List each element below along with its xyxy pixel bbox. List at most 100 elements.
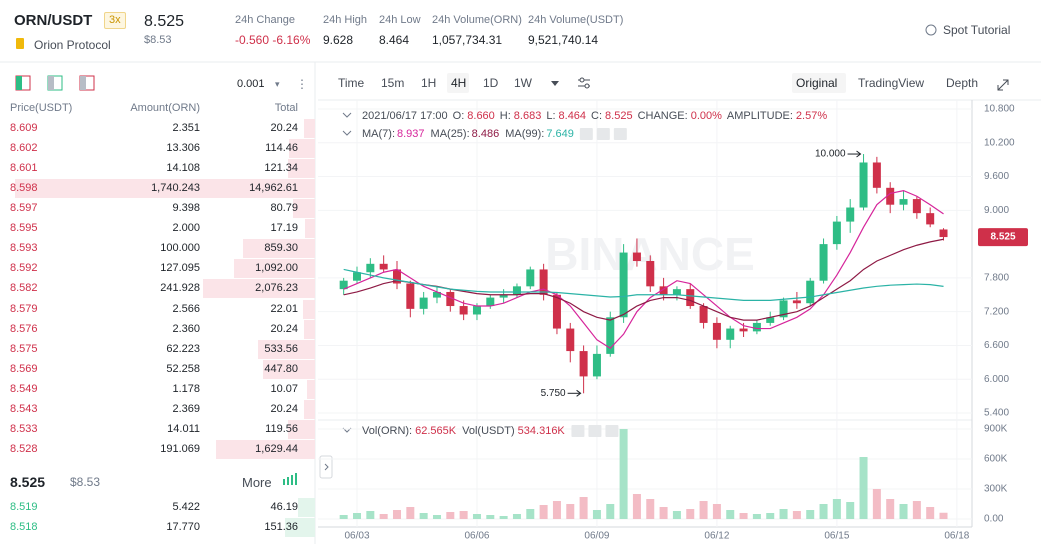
depth-icon [283,473,297,485]
interval-button[interactable]: 1W [514,76,533,90]
view-button[interactable]: Depth [946,76,978,90]
volume-bar [512,514,521,519]
volume-bar [712,504,721,519]
order-price[interactable]: 8.575 [10,342,38,355]
close-icon[interactable] [613,128,627,140]
candle-body [526,269,535,287]
order-amount: 17.770 [166,521,200,534]
layout-icons[interactable] [15,75,95,91]
order-total: 151.36 [264,521,298,534]
y-tick-label: 6.600 [984,340,1009,351]
order-price[interactable]: 8.595 [10,222,38,235]
order-price[interactable]: 8.519 [10,501,38,513]
ma-legend-name: MA(99): [505,128,544,140]
dropdown-icon[interactable] [551,81,559,86]
order-amount: 191.069 [160,442,200,455]
stat-value: 8.464 [379,33,410,47]
depth-bar [263,359,315,379]
legend: 2021/06/17 17:00 O: 8.660 H: 8.683 L: 8.464 C: 8… [362,110,827,122]
order-total: 46.19 [270,501,298,513]
order-price[interactable]: 8.582 [10,282,38,295]
y-tick-label: 7.800 [984,273,1009,284]
order-price[interactable]: 8.579 [10,302,38,315]
expand-button[interactable] [319,455,333,479]
order-price[interactable]: 8.569 [10,362,38,375]
legend: Vol(ORN): 62.565K Vol(USDT) 534.316K [362,425,565,437]
order-price[interactable]: 8.549 [10,382,38,395]
x-tick-label: 06/12 [704,531,729,542]
candle-body [926,213,935,225]
y-tick-label: 9.000 [984,205,1009,216]
order-price[interactable]: 8.518 [10,521,38,534]
volume-bar [699,501,708,519]
tutorial-link[interactable]: Spot Tutorial [943,23,1011,37]
volume-bar [579,497,588,519]
interval-button[interactable]: 4H [451,76,466,90]
order-total: 533.56 [264,342,298,355]
visibility-icon[interactable] [579,128,593,140]
more-link[interactable]: More [242,475,272,490]
volume-bar [459,511,468,519]
candle-body [619,252,628,318]
volume-bar [419,513,428,519]
vol-legend-value: 62.565K [415,425,457,437]
volume-bar [619,429,628,519]
order-price[interactable]: 8.602 [10,142,38,155]
y2-tick-label: 0.00 [984,514,1004,525]
candle-body [552,294,561,329]
coin-icon [16,38,24,49]
settings-icon[interactable] [588,425,602,437]
candle-body [672,289,681,295]
volume-bar [739,513,748,519]
order-amount: 241.928 [160,282,200,295]
candle-body [659,286,668,295]
settings-icon[interactable] [578,77,590,89]
interval-button[interactable]: 1H [421,76,436,90]
order-price[interactable]: 8.533 [10,422,38,435]
low-label: 5.750 [541,388,566,399]
precision-caret: ▾ [275,79,280,89]
more-menu[interactable]: ⋮ [296,77,308,91]
order-price[interactable]: 8.598 [10,182,38,195]
y2-tick-label: 900K [984,424,1008,435]
order-amount: 13.306 [166,142,200,155]
order-price[interactable]: 8.592 [10,262,38,275]
visibility-icon[interactable] [571,425,585,437]
collapse-icon[interactable] [342,112,352,118]
order-price[interactable]: 8.576 [10,322,38,335]
fullscreen-icon[interactable] [997,79,1009,91]
volume-bar [726,510,735,519]
close-icon[interactable] [605,425,619,437]
order-total: 14,962.61 [249,182,298,195]
order-price[interactable]: 8.601 [10,162,38,175]
order-amount: 127.095 [160,262,200,275]
settings-icon[interactable] [596,128,610,140]
stat-label: 24h Change [235,14,295,26]
view-button[interactable]: TradingView [858,76,924,90]
order-price[interactable]: 8.593 [10,242,38,255]
depth-bar [304,219,315,239]
order-price[interactable]: 8.528 [10,442,38,455]
candle-body [872,162,881,188]
order-price[interactable]: 8.597 [10,202,38,215]
order-amount: 2.566 [172,302,200,315]
interval-button[interactable]: 1D [483,76,499,90]
order-total: 17.19 [270,222,298,235]
expand-icon [324,463,329,471]
volume-bar [606,504,615,519]
collapse-icon[interactable] [342,130,352,136]
stat-label: 24h Volume(USDT) [528,14,624,26]
interval-button[interactable]: 15m [381,76,404,90]
view-button[interactable]: Original [796,76,837,90]
coin-name[interactable]: Orion Protocol [34,38,111,52]
interval-button[interactable]: Time [338,76,365,90]
info-label: L: [546,110,555,122]
precision-select[interactable]: 0.001 [237,78,265,90]
candle-body [566,328,575,352]
order-price[interactable]: 8.609 [10,122,38,134]
order-price[interactable]: 8.543 [10,402,38,415]
volume-bar [339,515,348,519]
stat-label: 24h Volume(ORN) [432,14,522,26]
x-tick-label: 06/06 [464,531,489,542]
